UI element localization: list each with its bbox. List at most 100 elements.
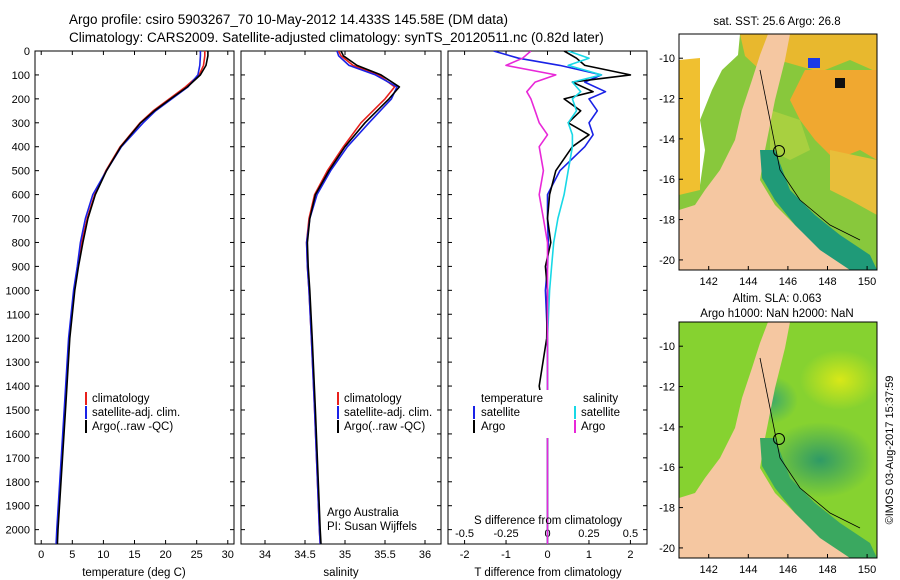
legend-t-argo: Argo <box>481 421 505 433</box>
s-difference-x-label: S difference from climatology <box>474 515 622 527</box>
map-x-tick-label: 146 <box>779 564 797 576</box>
x-tick-label: -1 <box>501 549 511 561</box>
depth-tick-label: 500 <box>12 166 30 178</box>
depth-tick-label: 0 <box>24 46 30 58</box>
map-y-tick-label: -14 <box>659 134 675 146</box>
depth-tick-label: 1700 <box>6 453 30 465</box>
legend-satellite-clim: satellite-adj. clim. <box>344 407 432 419</box>
depth-tick-label: 100 <box>12 70 30 82</box>
legend-argo: Argo(..raw -QC) <box>92 421 173 433</box>
difference-legend-background <box>476 390 614 438</box>
sst-gulf-warm <box>679 58 700 195</box>
s-tick-label: -0.25 <box>494 528 519 540</box>
x-tick-label: 35 <box>339 549 351 561</box>
map-y-tick-label: -20 <box>659 255 675 267</box>
depth-tick-label: 1000 <box>6 285 30 297</box>
depth-tick-label: 200 <box>12 94 30 106</box>
x-tick-label: 10 <box>97 549 109 561</box>
sla-reef-contour <box>759 357 861 529</box>
depth-tick-label: 2000 <box>6 525 30 537</box>
x-tick-label: 0 <box>38 549 44 561</box>
series-line <box>306 51 401 544</box>
sla-coastal-green <box>760 438 877 558</box>
sla-low-anomaly-south <box>765 422 875 498</box>
depth-tick-label: 900 <box>12 261 30 273</box>
map-y-tick-label: -16 <box>659 462 675 474</box>
sla-argo-marker <box>773 433 785 445</box>
depth-tick-label: 1300 <box>6 357 30 369</box>
map-y-tick-label: -10 <box>659 53 675 65</box>
sst-map-title: sat. SST: 25.6 Argo: 26.8 <box>713 16 840 28</box>
series-line <box>56 51 209 544</box>
t-difference-x-label: T difference from climatology <box>474 567 621 579</box>
series-line <box>505 51 557 544</box>
series-line <box>305 51 396 544</box>
x-tick-label: 20 <box>159 549 171 561</box>
sla-map-frame <box>678 321 878 559</box>
x-tick-label: 35.5 <box>374 549 395 561</box>
temperature-x-axis: 0 5 10 15 20 25 30 <box>38 51 234 561</box>
sst-map-axes: 142 144 146 148 150 -10 -12 -14 -16 -18 -20 <box>659 53 876 288</box>
depth-tick-label: 1500 <box>6 405 30 417</box>
depth-tick-label: 600 <box>12 190 30 202</box>
depth-tick-label: 1900 <box>6 501 30 513</box>
depth-axis: 0 100 200 300 400 500 600 700 800 900 1000 1100 1200… <box>6 46 647 537</box>
sla-land <box>679 322 860 558</box>
sst-warm-southeast <box>830 150 877 215</box>
sla-map-axes: 142 144 146 148 150 -10 -12 -14 -16 -18 -20 <box>659 341 876 576</box>
depth-tick-label: 700 <box>12 214 30 226</box>
s-tick-label: 0.5 <box>623 528 638 540</box>
map-y-tick-label: -20 <box>659 543 675 555</box>
depth-tick-label: 400 <box>12 142 30 154</box>
series-line <box>55 51 202 544</box>
x-tick-label: 25 <box>191 549 203 561</box>
depth-tick-label: 1400 <box>6 381 30 393</box>
series-line <box>305 51 398 544</box>
series-line <box>538 51 632 544</box>
sla-map-title-line2: Argo h1000: NaN h2000: NaN <box>700 308 853 320</box>
salinity-x-label: salinity <box>323 567 358 579</box>
s-tick-label: 0.25 <box>578 528 599 540</box>
x-tick-label: 15 <box>128 549 140 561</box>
sst-reef-contour <box>759 69 861 241</box>
temperature-plot-frame <box>34 50 235 545</box>
map-x-tick-label: 142 <box>700 564 718 576</box>
depth-tick-label: 1100 <box>6 309 30 321</box>
legend-climatology: climatology <box>92 393 150 405</box>
map-y-tick-label: -16 <box>659 174 675 186</box>
map-y-tick-label: -10 <box>659 341 675 353</box>
sst-warm-east <box>790 70 877 160</box>
difference-series <box>493 51 632 544</box>
credit-line2: PI: Susan Wijffels <box>327 521 417 533</box>
sla-map-image <box>679 322 877 558</box>
s-tick-label: -0.5 <box>455 528 474 540</box>
map-x-tick-label: 146 <box>779 276 797 288</box>
legend-salinity-head: salinity <box>583 393 618 405</box>
depth-tick-label: 1800 <box>6 477 30 489</box>
difference-legend: temperature salinity satellite Argo sate… <box>473 390 620 438</box>
map-x-tick-label: 148 <box>818 564 836 576</box>
x-tick-label: 34 <box>259 549 271 561</box>
x-tick-label: 0 <box>544 549 550 561</box>
map-y-tick-label: -18 <box>659 503 675 515</box>
temperature-x-label: temperature (deg C) <box>82 567 186 579</box>
map-y-tick-label: -18 <box>659 215 675 227</box>
sst-green-patch <box>770 110 810 160</box>
map-y-tick-label: -14 <box>659 422 675 434</box>
x-tick-label: -2 <box>460 549 470 561</box>
figure-title-line1: Argo profile: csiro 5903267_70 10-May-20… <box>69 12 508 27</box>
map-y-tick-label: -12 <box>659 94 675 106</box>
legend-satellite-clim: satellite-adj. clim. <box>92 407 180 419</box>
legend-s-argo: Argo <box>581 421 605 433</box>
depth-tick-label: 800 <box>12 237 30 249</box>
legend-argo: Argo(..raw -QC) <box>344 421 425 433</box>
depth-tick-label: 300 <box>12 118 30 130</box>
map-x-tick-label: 144 <box>739 564 757 576</box>
sst-land <box>679 34 860 270</box>
map-x-tick-label: 150 <box>858 276 876 288</box>
salinity-x-axis: 34 34.5 35 35.5 36 <box>259 51 431 561</box>
sst-cold-pixel <box>808 58 820 68</box>
map-x-tick-label: 150 <box>858 564 876 576</box>
x-tick-label: 34.5 <box>294 549 315 561</box>
